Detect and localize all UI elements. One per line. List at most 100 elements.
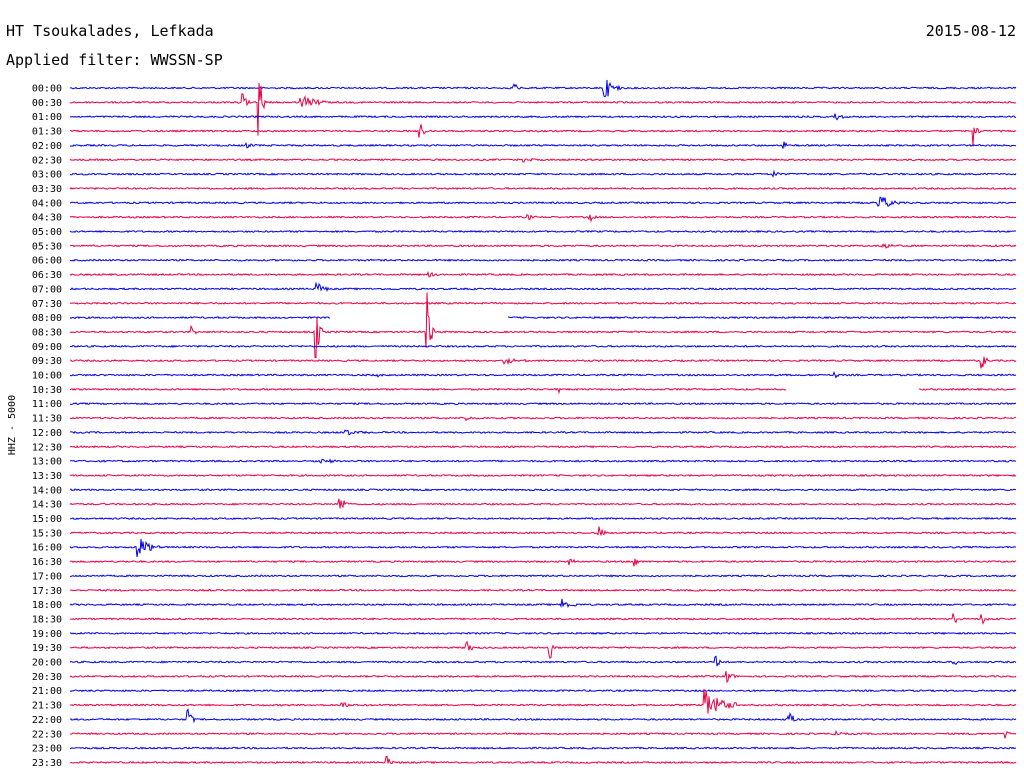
row-time-label: 14:00 [32,485,62,496]
seismic-trace [69,488,1017,492]
row-time-label: 00:00 [32,84,62,95]
seismic-trace [69,371,1017,379]
seismic-trace [69,473,1017,478]
seismic-trace [69,196,1017,207]
seismic-trace [69,356,1017,369]
seismic-trace [69,82,1017,136]
seismic-trace [69,214,1017,223]
row-time-label: 13:00 [32,457,62,468]
row-time-label: 12:00 [32,428,62,439]
seismic-trace [69,141,1017,149]
row-time-label: 03:30 [32,184,62,195]
row-time-label: 17:00 [32,571,62,582]
row-time-label: 20:30 [32,672,62,683]
row-time-label: 22:30 [32,729,62,740]
row-time-label: 09:30 [32,356,62,367]
row-time-label: 23:00 [32,744,62,755]
row-time-label: 23:30 [32,758,62,769]
row-time-label: 01:30 [32,127,62,138]
row-time-label: 19:00 [32,629,62,640]
row-time-label: 16:30 [32,557,62,568]
seismic-trace [69,613,1017,625]
seismic-trace [69,292,1017,359]
seismic-trace [69,243,1017,249]
row-time-label: 07:00 [32,284,62,295]
row-time-label: 05:00 [32,227,62,238]
seismic-trace [69,640,1017,659]
row-time-label: 22:00 [32,715,62,726]
seismic-trace [69,416,1017,422]
row-time-label: 11:30 [32,414,62,425]
seismic-trace [69,79,1017,98]
row-time-label: 06:30 [32,270,62,281]
seismic-trace [69,574,1017,578]
seismic-trace [69,258,1017,262]
seismic-trace [69,429,1017,436]
row-time-label: 01:00 [32,112,62,123]
row-time-label: 19:30 [32,643,62,654]
seismic-trace [69,270,1017,278]
seismic-trace [69,281,1017,293]
seismic-trace [69,157,1017,163]
seismic-trace [69,402,1017,406]
row-time-label: 11:00 [32,399,62,410]
row-time-label: 07:30 [32,299,62,310]
row-time-label: 18:30 [32,614,62,625]
seismic-trace [69,671,1017,684]
row-time-label: 17:30 [32,586,62,597]
row-time-label: 00:30 [32,98,62,109]
row-time-label: 02:00 [32,141,62,152]
row-time-label: 21:00 [32,686,62,697]
row-time-label: 16:00 [32,543,62,554]
seismic-trace [69,344,1017,348]
seismic-trace [69,598,1017,609]
row-time-label: 15:00 [32,514,62,525]
row-time-label: 03:00 [32,170,62,181]
seismic-trace [69,458,1017,464]
record-date: 2015-08-12 [926,22,1016,40]
seismic-trace [69,526,1017,536]
row-time-label: 04:00 [32,198,62,209]
row-time-label: 15:30 [32,528,62,539]
applied-filter-label: Applied filter: WWSSN-SP [6,51,223,69]
row-time-label: 05:30 [32,241,62,252]
seismic-trace [69,229,1017,234]
seismic-trace [69,315,1017,320]
seismic-trace [69,688,1017,693]
seismic-trace [69,498,1017,509]
seismic-trace [69,516,1017,521]
y-axis-label: HHZ - 5000 [7,395,18,455]
row-time-label: 10:00 [32,371,62,382]
seismic-trace [69,113,1017,121]
row-time-label: 06:00 [32,256,62,267]
seismic-trace [69,689,1017,714]
row-time-label: 14:30 [32,500,62,511]
row-time-label: 08:30 [32,327,62,338]
row-time-label: 04:30 [32,213,62,224]
seismic-trace [69,538,1017,558]
seismic-trace [69,755,1017,765]
row-time-label: 18:00 [32,600,62,611]
row-time-label: 02:30 [32,155,62,166]
station-title: HT Tsoukalades, Lefkada [6,22,214,40]
trace-rows: 00:00 00:30 01:00 01:30 02:00 02:30 03:00 03:30… [32,79,1017,769]
seismic-trace [69,169,1017,178]
seismic-trace [69,558,1017,567]
seismic-trace [69,655,1017,667]
seismic-trace [69,708,1017,724]
seismic-trace [69,301,1017,305]
seismic-trace [69,387,1017,395]
row-time-label: 08:00 [32,313,62,324]
row-time-label: 20:00 [32,658,62,669]
row-time-label: 10:30 [32,385,62,396]
row-time-label: 12:30 [32,442,62,453]
seismic-trace [69,588,1017,592]
row-time-label: 13:30 [32,471,62,482]
seismic-trace [69,729,1017,739]
row-time-label: 21:30 [32,701,62,712]
seismic-trace [69,186,1017,191]
seismic-trace [69,124,1017,146]
row-time-label: 09:00 [32,342,62,353]
seismic-trace [69,631,1017,635]
